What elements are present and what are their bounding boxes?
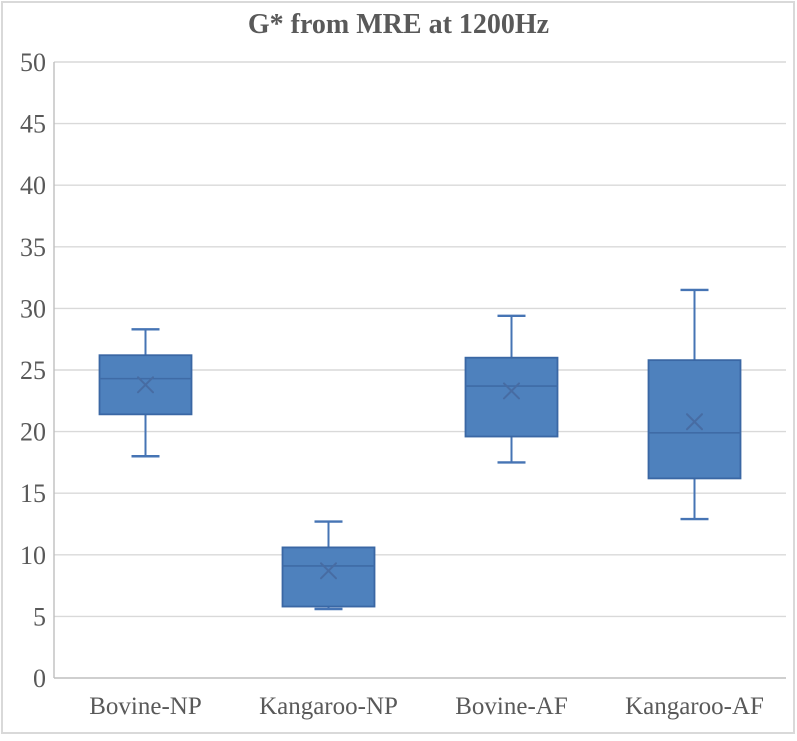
box-whisker-group [281,520,376,611]
y-axis-tick-label: 10 [20,541,46,570]
mean-marker-icon [320,562,337,580]
y-axis-tick-label: 30 [20,294,46,323]
y-axis-tick-label: 50 [20,48,46,77]
y-axis-tick-label: 5 [33,602,46,631]
y-axis-tick-label: 15 [20,479,46,508]
y-axis-tick-label: 20 [20,418,46,447]
box-whisker-group [464,314,559,464]
y-axis-tick-label: 25 [20,356,46,385]
x-axis-category-label: Bovine-NP [89,693,202,720]
box-whisker-group [98,328,193,458]
mean-marker-icon [686,413,703,431]
y-axis-tick-label: 45 [20,110,46,139]
box [281,546,376,608]
y-axis-tick-label: 35 [20,233,46,262]
box [464,356,559,438]
y-axis-tick-label: 0 [33,664,46,693]
chart-title: G* from MRE at 1200Hz [247,9,550,40]
x-axis-category-label: Kangaroo-AF [625,693,764,720]
x-axis-category-label: Bovine-AF [455,693,568,720]
y-axis-tick-label: 40 [20,171,46,200]
x-axis-category-label: Kangaroo-NP [259,693,398,720]
mean-marker-icon [137,376,154,394]
mean-marker-icon [503,382,520,400]
box [647,359,742,480]
box-whisker-group [647,288,742,521]
